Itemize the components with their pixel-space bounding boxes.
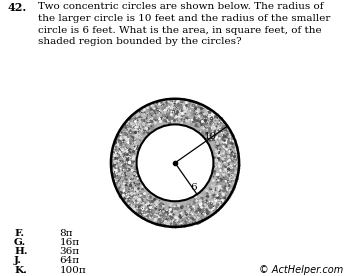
Circle shape <box>136 124 214 201</box>
Text: K.: K. <box>14 266 27 275</box>
Text: 10: 10 <box>204 132 217 141</box>
Text: 36π: 36π <box>60 247 80 256</box>
Text: 42.: 42. <box>7 2 26 13</box>
Text: Two concentric circles are shown below. The radius of
the larger circle is 10 fe: Two concentric circles are shown below. … <box>38 2 331 46</box>
Text: © ActHelper.com: © ActHelper.com <box>259 265 343 275</box>
Text: 64π: 64π <box>60 256 80 266</box>
Text: 6: 6 <box>190 183 197 192</box>
Text: 8π: 8π <box>60 229 73 238</box>
Text: F.: F. <box>14 229 24 238</box>
Circle shape <box>111 99 239 227</box>
Text: 100π: 100π <box>60 266 86 275</box>
Text: J.: J. <box>14 256 22 266</box>
Text: H.: H. <box>14 247 28 256</box>
Text: 16π: 16π <box>60 238 80 247</box>
Text: G.: G. <box>14 238 26 247</box>
